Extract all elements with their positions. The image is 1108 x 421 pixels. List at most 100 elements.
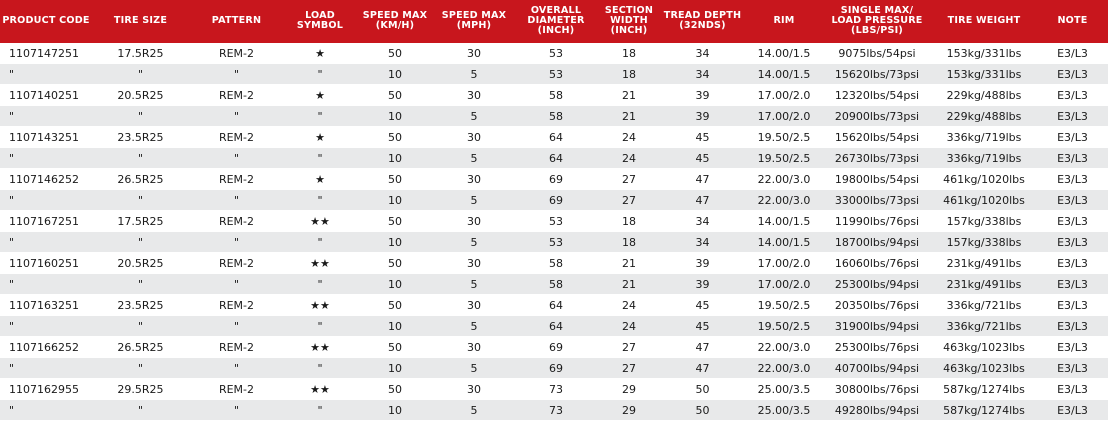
table-row: 1107166252 26.5R25 REM-2 ★★ 50 30 69 27 47 22.00/… bbox=[0, 336, 1108, 358]
cell-tire-size: " bbox=[92, 399, 189, 421]
cell-rim: 14.00/1.5 bbox=[745, 231, 823, 253]
cell-tire-weight: 157kg/338lbs bbox=[931, 231, 1037, 253]
cell-overall-diameter: 58 bbox=[514, 84, 598, 106]
cell-speed-kmh: 10 bbox=[356, 273, 434, 295]
cell-product-code: " bbox=[0, 147, 92, 169]
cell-load-symbol: " bbox=[284, 189, 356, 211]
cell-tire-weight: 231kg/491lbs bbox=[931, 273, 1037, 295]
cell-rim: 17.00/2.0 bbox=[745, 252, 823, 274]
table-row: " " " " 10 5 64 24 45 19.50/2.5 31900lbs/94psi 336k… bbox=[0, 315, 1108, 337]
cell-pattern: " bbox=[189, 189, 284, 211]
header-tire-weight: TIRE WEIGHT bbox=[931, 0, 1037, 43]
cell-speed-kmh: 50 bbox=[356, 126, 434, 148]
header-note: NOTE bbox=[1037, 0, 1108, 43]
cell-load-pressure: 12320lbs/54psi bbox=[823, 84, 931, 106]
cell-note: E3/L3 bbox=[1037, 357, 1108, 379]
cell-speed-kmh: 50 bbox=[356, 336, 434, 358]
cell-speed-kmh: 10 bbox=[356, 63, 434, 85]
cell-note: E3/L3 bbox=[1037, 84, 1108, 106]
header-load-symbol: LOAD SYMBOL bbox=[284, 0, 356, 43]
cell-tread-depth: 45 bbox=[660, 126, 745, 148]
cell-load-symbol: " bbox=[284, 399, 356, 421]
cell-section-width: 21 bbox=[598, 105, 660, 127]
cell-section-width: 24 bbox=[598, 294, 660, 316]
cell-section-width: 21 bbox=[598, 84, 660, 106]
cell-speed-kmh: 50 bbox=[356, 378, 434, 400]
cell-note: E3/L3 bbox=[1037, 63, 1108, 85]
cell-tread-depth: 50 bbox=[660, 399, 745, 421]
cell-load-symbol: ★★ bbox=[284, 294, 356, 316]
cell-tire-size: " bbox=[92, 147, 189, 169]
cell-rim: 19.50/2.5 bbox=[745, 315, 823, 337]
cell-pattern: " bbox=[189, 231, 284, 253]
cell-tire-weight: 153kg/331lbs bbox=[931, 63, 1037, 85]
cell-tread-depth: 45 bbox=[660, 315, 745, 337]
cell-section-width: 29 bbox=[598, 378, 660, 400]
cell-speed-mph: 5 bbox=[434, 357, 514, 379]
cell-rim: 22.00/3.0 bbox=[745, 168, 823, 190]
cell-rim: 14.00/1.5 bbox=[745, 63, 823, 85]
cell-load-pressure: 20350lbs/76psi bbox=[823, 294, 931, 316]
cell-speed-kmh: 10 bbox=[356, 147, 434, 169]
cell-note: E3/L3 bbox=[1037, 231, 1108, 253]
cell-tread-depth: 34 bbox=[660, 63, 745, 85]
cell-section-width: 21 bbox=[598, 273, 660, 295]
cell-tread-depth: 39 bbox=[660, 84, 745, 106]
cell-overall-diameter: 64 bbox=[514, 315, 598, 337]
cell-rim: 14.00/1.5 bbox=[745, 210, 823, 232]
cell-load-symbol: ★★ bbox=[284, 252, 356, 274]
cell-load-symbol: ★ bbox=[284, 168, 356, 190]
cell-speed-mph: 5 bbox=[434, 63, 514, 85]
cell-section-width: 24 bbox=[598, 126, 660, 148]
cell-rim: 22.00/3.0 bbox=[745, 336, 823, 358]
cell-speed-mph: 5 bbox=[434, 105, 514, 127]
cell-tire-weight: 231kg/491lbs bbox=[931, 252, 1037, 274]
table-row: 1107140251 20.5R25 REM-2 ★ 50 30 58 21 39 17.00/2… bbox=[0, 84, 1108, 106]
cell-product-code: " bbox=[0, 273, 92, 295]
cell-product-code: " bbox=[0, 315, 92, 337]
table-row: " " " " 10 5 58 21 39 17.00/2.0 20900lbs/73psi 229k… bbox=[0, 105, 1108, 127]
cell-overall-diameter: 58 bbox=[514, 105, 598, 127]
cell-pattern: REM-2 bbox=[189, 336, 284, 358]
cell-load-pressure: 19800lbs/54psi bbox=[823, 168, 931, 190]
header-section-width: SECTION WIDTH (INCH) bbox=[598, 0, 660, 43]
cell-load-pressure: 20900lbs/73psi bbox=[823, 105, 931, 127]
table-row: " " " " 10 5 58 21 39 17.00/2.0 25300lbs/94psi 231k… bbox=[0, 273, 1108, 295]
cell-note: E3/L3 bbox=[1037, 210, 1108, 232]
cell-load-pressure: 49280lbs/94psi bbox=[823, 399, 931, 421]
cell-note: E3/L3 bbox=[1037, 378, 1108, 400]
cell-tire-weight: 463kg/1023lbs bbox=[931, 357, 1037, 379]
cell-tread-depth: 34 bbox=[660, 42, 745, 64]
cell-load-pressure: 11990lbs/76psi bbox=[823, 210, 931, 232]
cell-load-pressure: 26730lbs/73psi bbox=[823, 147, 931, 169]
cell-note: E3/L3 bbox=[1037, 42, 1108, 64]
cell-tread-depth: 39 bbox=[660, 273, 745, 295]
cell-tire-weight: 461kg/1020lbs bbox=[931, 168, 1037, 190]
cell-speed-kmh: 50 bbox=[356, 210, 434, 232]
cell-tire-weight: 587kg/1274lbs bbox=[931, 378, 1037, 400]
cell-speed-mph: 5 bbox=[434, 315, 514, 337]
table-row: " " " " 10 5 69 27 47 22.00/3.0 33000lbs/73psi 461k… bbox=[0, 189, 1108, 211]
cell-note: E3/L3 bbox=[1037, 252, 1108, 274]
cell-speed-mph: 30 bbox=[434, 336, 514, 358]
cell-note: E3/L3 bbox=[1037, 147, 1108, 169]
cell-tire-size: " bbox=[92, 273, 189, 295]
cell-note: E3/L3 bbox=[1037, 315, 1108, 337]
cell-overall-diameter: 58 bbox=[514, 273, 598, 295]
cell-pattern: " bbox=[189, 315, 284, 337]
cell-load-pressure: 15620lbs/73psi bbox=[823, 63, 931, 85]
cell-section-width: 27 bbox=[598, 168, 660, 190]
table-row: 1107147251 17.5R25 REM-2 ★ 50 30 53 18 34 14.00/1… bbox=[0, 42, 1108, 64]
cell-product-code: " bbox=[0, 63, 92, 85]
cell-tire-weight: 336kg/719lbs bbox=[931, 126, 1037, 148]
table-row: " " " " 10 5 73 29 50 25.00/3.5 49280lbs/94psi 587k… bbox=[0, 399, 1108, 421]
cell-rim: 22.00/3.0 bbox=[745, 189, 823, 211]
cell-section-width: 24 bbox=[598, 315, 660, 337]
cell-note: E3/L3 bbox=[1037, 399, 1108, 421]
cell-tread-depth: 47 bbox=[660, 189, 745, 211]
header-product-code: PRODUCT CODE bbox=[0, 0, 92, 43]
table-row: 1107167251 17.5R25 REM-2 ★★ 50 30 53 18 34 14.00/… bbox=[0, 210, 1108, 232]
cell-product-code: 1107167251 bbox=[0, 210, 92, 232]
cell-load-pressure: 9075lbs/54psi bbox=[823, 42, 931, 64]
